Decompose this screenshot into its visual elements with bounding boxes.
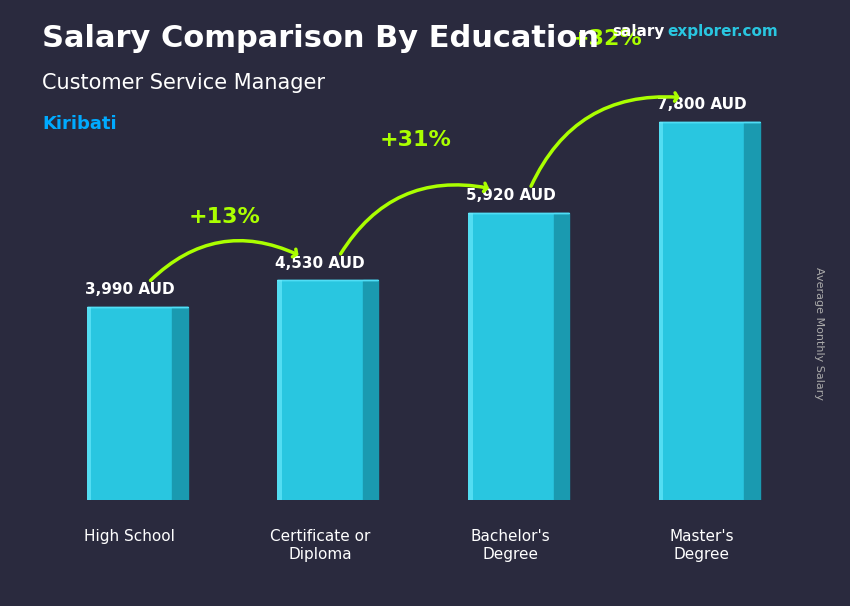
Text: 4,530 AUD: 4,530 AUD: [275, 256, 365, 271]
Text: 5,920 AUD: 5,920 AUD: [466, 188, 556, 203]
Polygon shape: [363, 281, 378, 501]
Bar: [659, 122, 663, 501]
Bar: [468, 213, 553, 501]
Text: salary: salary: [612, 24, 665, 39]
Text: High School: High School: [84, 530, 175, 544]
Polygon shape: [173, 307, 188, 501]
Text: Bachelor's
Degree: Bachelor's Degree: [471, 530, 551, 562]
Bar: [277, 281, 282, 501]
Bar: [87, 307, 173, 501]
Bar: [87, 307, 91, 501]
Text: +31%: +31%: [380, 130, 451, 150]
Polygon shape: [745, 122, 760, 501]
Text: Average Monthly Salary: Average Monthly Salary: [814, 267, 824, 400]
Text: Certificate or
Diploma: Certificate or Diploma: [270, 530, 371, 562]
Polygon shape: [553, 213, 569, 501]
Text: explorer.com: explorer.com: [667, 24, 778, 39]
Text: Master's
Degree: Master's Degree: [669, 530, 734, 562]
Text: +13%: +13%: [189, 207, 261, 227]
Bar: [468, 213, 473, 501]
Text: Customer Service Manager: Customer Service Manager: [42, 73, 326, 93]
Text: 7,800 AUD: 7,800 AUD: [657, 97, 746, 112]
Text: Kiribati: Kiribati: [42, 115, 117, 133]
Text: 3,990 AUD: 3,990 AUD: [85, 282, 174, 297]
Text: Salary Comparison By Education: Salary Comparison By Education: [42, 24, 599, 53]
Bar: [659, 122, 745, 501]
Text: +32%: +32%: [570, 29, 642, 49]
Bar: [277, 281, 363, 501]
